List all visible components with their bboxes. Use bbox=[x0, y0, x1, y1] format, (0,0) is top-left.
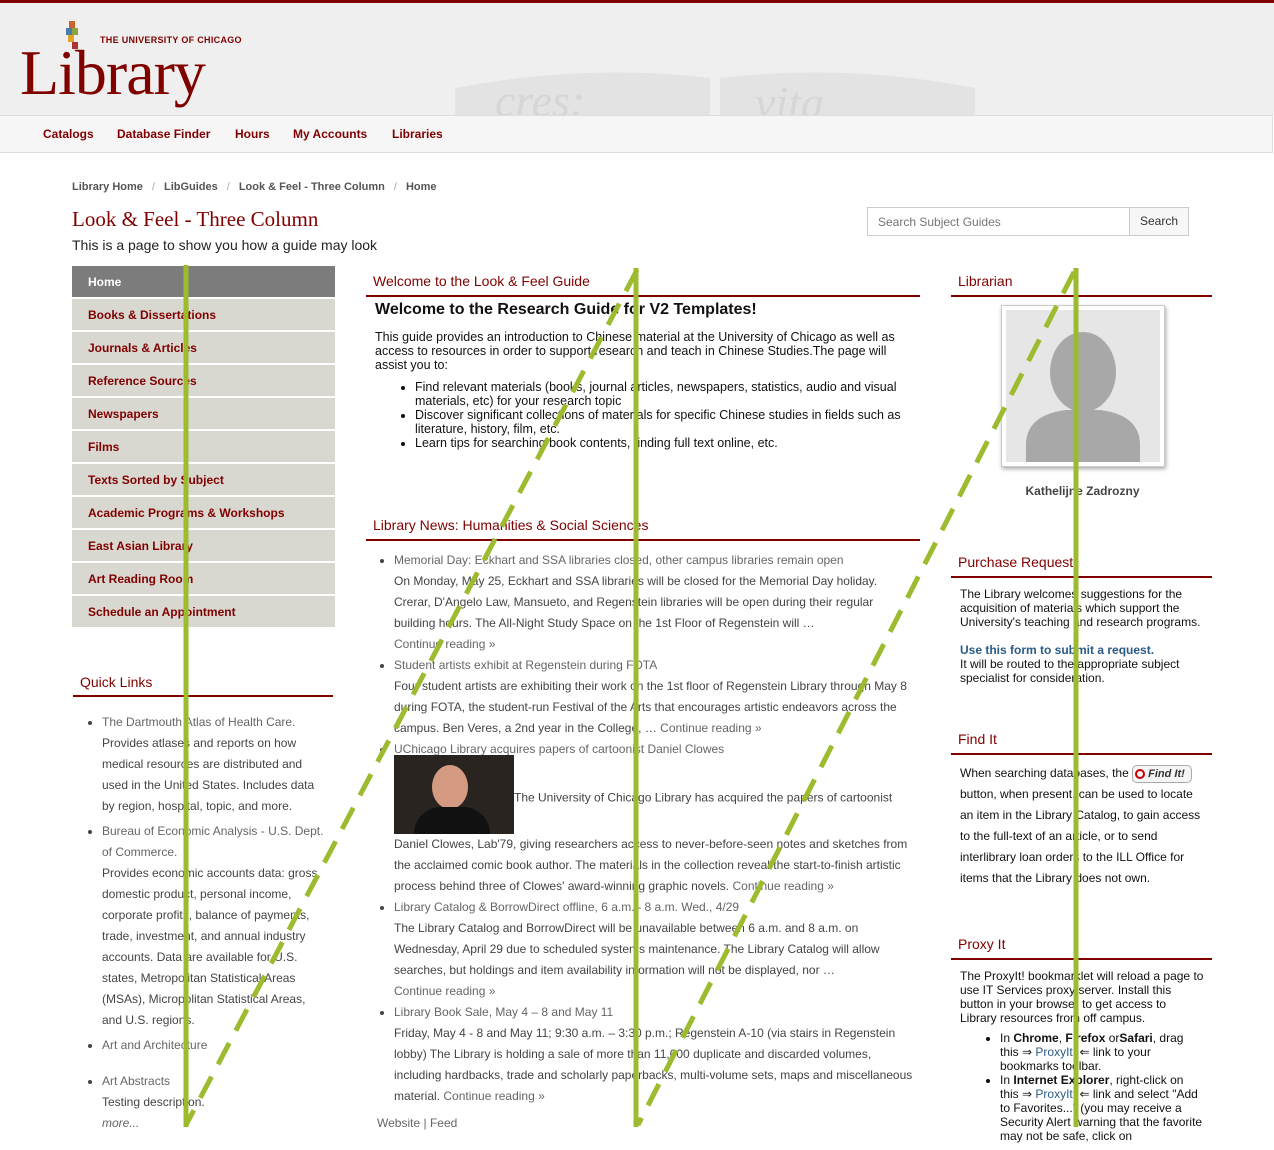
proxy-box: The ProxyIt! bookmarklet will reload a p… bbox=[960, 969, 1205, 1143]
purchase-box: The Library welcomes suggestions for the… bbox=[960, 587, 1205, 685]
guide-nav-texts[interactable]: Texts Sorted by Subject bbox=[72, 464, 335, 495]
news-body: Four student artists are exhibiting thei… bbox=[394, 679, 907, 735]
continue-reading-link[interactable]: Continue reading » bbox=[660, 721, 762, 735]
search-input[interactable] bbox=[867, 207, 1151, 236]
proxy-heading: Proxy It bbox=[951, 936, 1212, 960]
breadcrumb: Library Home / LibGuides / Look & Feel - Thr… bbox=[72, 181, 437, 193]
proxy-text: The ProxyIt! bookmarklet will reload a p… bbox=[960, 969, 1204, 1025]
search-button[interactable]: Search bbox=[1129, 207, 1189, 236]
news-footer: Website | Feed bbox=[377, 1113, 917, 1134]
news-title[interactable]: Library Book Sale, May 4 – 8 and May 11 bbox=[394, 1005, 614, 1019]
continue-reading-link[interactable]: Continue reading » bbox=[394, 984, 496, 998]
quick-link[interactable]: Art Abstracts bbox=[102, 1074, 171, 1088]
page-subtitle: This is a page to show you how a guide m… bbox=[72, 237, 378, 253]
breadcrumb-library-home[interactable]: Library Home bbox=[72, 181, 143, 193]
list-item: Learn tips for searching book contents, … bbox=[415, 436, 910, 450]
list-item: Art and Architecture bbox=[102, 1035, 324, 1056]
welcome-box: Welcome to the Research Guide for V2 Tem… bbox=[375, 301, 910, 451]
list-item: In Internet Explorer, right-click on thi… bbox=[1000, 1073, 1205, 1143]
purchase-form-link[interactable]: Use this form to submit a request. bbox=[960, 643, 1155, 657]
page-title: Look & Feel - Three Column bbox=[72, 207, 319, 231]
nav-my-accounts[interactable]: My Accounts bbox=[293, 127, 368, 141]
guide-nav-home[interactable]: Home bbox=[72, 266, 335, 297]
quick-link[interactable]: Art and Architecture bbox=[102, 1038, 208, 1052]
proxyit-link[interactable]: ProxyIt! bbox=[1035, 1045, 1077, 1059]
findit-heading: Find It bbox=[951, 731, 1212, 755]
news-footer-separator: | bbox=[423, 1116, 427, 1130]
list-item: In Chrome, Firefox orSafari, drag this ⇒… bbox=[1000, 1031, 1205, 1073]
librarian-photo bbox=[1001, 305, 1165, 467]
news-item: Library Book Sale, May 4 – 8 and May 11 … bbox=[394, 1002, 917, 1107]
librarian-name: Kathelijne Zadrozny bbox=[1025, 484, 1140, 498]
welcome-heading: Welcome to the Look & Feel Guide bbox=[366, 273, 920, 297]
guide-nav-appointment[interactable]: Schedule an Appointment bbox=[72, 596, 335, 627]
findit-button[interactable]: Find It! bbox=[1132, 765, 1192, 783]
proxyit-link[interactable]: ProxyIt! bbox=[1035, 1087, 1077, 1101]
guide-nav-journals[interactable]: Journals & Articles bbox=[72, 332, 335, 363]
purchase-after: It will be routed to the appropriate sub… bbox=[960, 657, 1180, 685]
svg-text:cres:: cres: bbox=[495, 75, 585, 118]
news-website-link[interactable]: Website bbox=[377, 1116, 421, 1130]
news-title[interactable]: UChicago Library acquires papers of cart… bbox=[394, 742, 725, 756]
list-item: Discover significant collections of mate… bbox=[415, 408, 910, 436]
continue-reading-link[interactable]: Continue reading » bbox=[443, 1089, 545, 1103]
guide-nav-academic[interactable]: Academic Programs & Workshops bbox=[72, 497, 335, 528]
main-nav: Catalogs Database Finder Hours My Accoun… bbox=[0, 115, 1273, 153]
purchase-heading: Purchase Request bbox=[951, 554, 1212, 578]
header-watermark: cres: vita bbox=[455, 72, 975, 118]
user-silhouette-icon bbox=[1026, 332, 1140, 462]
nav-database-finder[interactable]: Database Finder bbox=[117, 127, 211, 141]
findit-ring-icon bbox=[1135, 769, 1146, 779]
news-body: Friday, May 4 - 8 and May 11; 9:30 a.m. … bbox=[394, 1026, 913, 1103]
quick-link-desc: Testing description. bbox=[102, 1095, 205, 1109]
guide-nav-newspapers[interactable]: Newspapers bbox=[72, 398, 335, 429]
list-item: Find relevant materials (books, journal … bbox=[415, 380, 910, 408]
continue-reading-link[interactable]: Continue reading » bbox=[394, 637, 496, 651]
news-title[interactable]: Library Catalog & BorrowDirect offline, … bbox=[394, 900, 740, 914]
guide-nav-art-reading[interactable]: Art Reading Room bbox=[72, 563, 335, 594]
quick-links-more[interactable]: more... bbox=[102, 1116, 140, 1130]
breadcrumb-libguides[interactable]: LibGuides bbox=[163, 181, 218, 193]
overlay-diagonal-line bbox=[635, 270, 1077, 1127]
findit-before: When searching databases, the bbox=[960, 766, 1129, 780]
guide-nav-films[interactable]: Films bbox=[72, 431, 335, 462]
findit-after: button, when present, can be used to loc… bbox=[960, 787, 1201, 885]
quick-link[interactable]: Bureau of Economic Analysis - U.S. Dept.… bbox=[102, 824, 324, 859]
nav-hours[interactable]: Hours bbox=[235, 127, 270, 141]
svg-text:vita: vita bbox=[755, 77, 824, 118]
news-heading: Library News: Humanities & Social Scienc… bbox=[366, 517, 920, 541]
logo-library-text: Library bbox=[20, 37, 206, 108]
guide-nav-reference[interactable]: Reference Sources bbox=[72, 365, 335, 396]
news-title[interactable]: Memorial Day: Eckhart and SSA libraries … bbox=[394, 553, 844, 567]
library-logo[interactable]: THE UNIVERSITY OF CHICAGO Library bbox=[20, 21, 250, 111]
breadcrumb-guide[interactable]: Look & Feel - Three Column bbox=[238, 181, 385, 193]
news-feed-link[interactable]: Feed bbox=[429, 1116, 458, 1130]
top-accent-line bbox=[0, 0, 1274, 3]
site-header: cres: vita THE UNIVERSITY OF CHICAGO Lib… bbox=[0, 3, 1274, 118]
nav-catalogs[interactable]: Catalogs bbox=[43, 127, 94, 141]
librarian-heading: Librarian bbox=[951, 273, 1212, 297]
list-item: Art Abstracts Testing description. bbox=[102, 1071, 324, 1113]
nav-libraries[interactable]: Libraries bbox=[392, 127, 443, 141]
news-lead: The University of Chicago Library has ac… bbox=[514, 790, 893, 805]
welcome-title: Welcome to the Research Guide for V2 Tem… bbox=[375, 301, 757, 318]
guide-nav-east-asian[interactable]: East Asian Library bbox=[72, 530, 335, 561]
guide-nav: Home Books & Dissertations Journals & Ar… bbox=[72, 266, 335, 629]
news-item: Student artists exhibit at Regenstein du… bbox=[394, 655, 917, 739]
quick-links-heading: Quick Links bbox=[73, 674, 333, 697]
purchase-text: The Library welcomes suggestions for the… bbox=[960, 587, 1201, 629]
logo-university-text: THE UNIVERSITY OF CHICAGO bbox=[100, 35, 242, 45]
news-photo bbox=[394, 755, 514, 834]
logo-mark-icon bbox=[66, 21, 78, 49]
news-title[interactable]: Student artists exhibit at Regenstein du… bbox=[394, 658, 658, 672]
findit-box: When searching databases, the Find It! b… bbox=[960, 763, 1205, 889]
breadcrumb-current: Home bbox=[405, 181, 437, 193]
quick-link[interactable]: The Dartmouth Atlas of Health Care. bbox=[102, 715, 296, 729]
guide-search: Search bbox=[867, 207, 1189, 236]
overlay-diagonal-line bbox=[183, 268, 640, 1127]
quick-link-desc: Provides atlases and reports on how medi… bbox=[102, 736, 315, 813]
list-item: The Dartmouth Atlas of Health Care. Provi… bbox=[102, 712, 324, 817]
